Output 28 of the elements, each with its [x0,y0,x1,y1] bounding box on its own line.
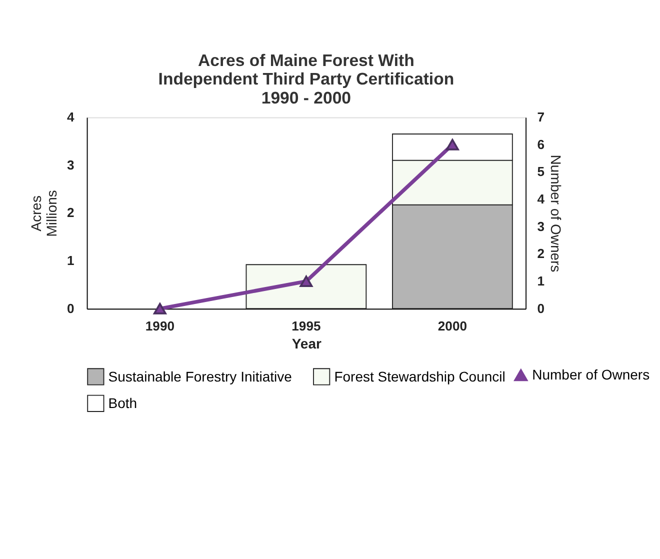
y-tick-label: 0 [66,300,74,316]
legend-label: Forest Stewardship Council [334,368,506,384]
y-tick-label: 3 [66,157,74,172]
legend-label: Sustainable Forestry Initiative [108,368,292,384]
y-tick-label: 2 [66,205,74,220]
legend-label: Number of Owners [532,366,650,383]
y2-tick-label: 1 [537,274,545,289]
x-tick-label: 1990 [145,318,174,334]
point [300,276,313,288]
y2-tick-label: 5 [537,164,545,180]
point [446,138,459,150]
y-tick-label: 4 [66,109,75,124]
legend-label: Both [108,395,138,412]
point [153,302,166,314]
x-axis-title: Year [292,335,322,352]
y-tick-label: 1 [66,253,74,268]
y2-axis-title: Number of Owners [548,154,564,272]
y2-tick-label: 0 [537,300,545,316]
x-tick-label: 2000 [438,318,467,334]
x-tick-label: 1995 [292,318,321,334]
chart-title: Acres of Maine Forest With Independent Third Party Certification 1990 - 2000 [158,50,454,108]
y2-tick-label: 7 [537,109,545,124]
y2-tick-label: 6 [537,136,545,152]
y2-tick-label: 2 [537,246,545,262]
y-axis-title: Acres Millions [28,190,60,237]
bar [246,264,367,310]
y2-tick-label: 3 [537,218,545,234]
y2-tick-label: 4 [537,191,546,206]
